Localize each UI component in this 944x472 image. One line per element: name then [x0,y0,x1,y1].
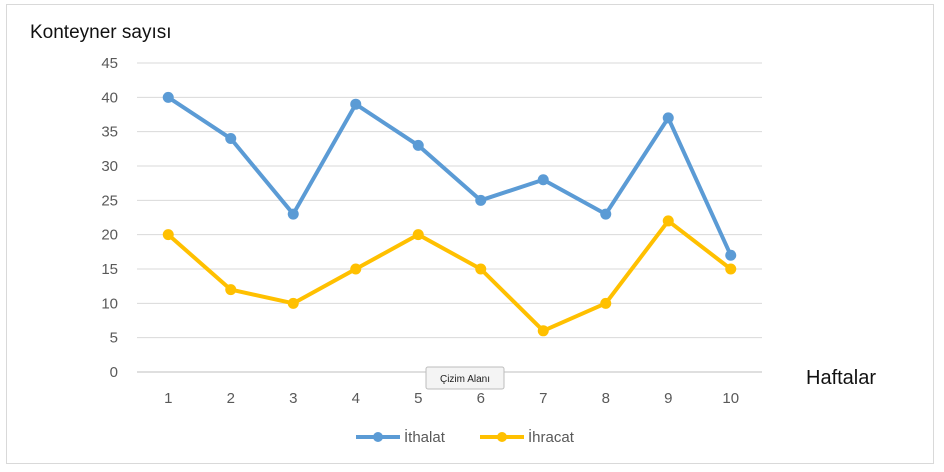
data-point [537,174,549,186]
series-line [166,218,733,333]
x-tick-label: 3 [289,390,297,407]
legend-label: İhracat [528,428,575,446]
y-tick-labels: 0 5 10 15 20 25 30 35 40 45 [101,55,118,381]
data-point [662,112,674,124]
y-tick-label: 40 [101,89,118,106]
data-point [412,139,424,151]
x-tick-label: 10 [722,390,739,407]
x-tick-label: 7 [539,390,547,407]
data-point [600,208,612,220]
y-tick-label: 25 [101,192,118,209]
y-tick-label: 45 [101,55,118,72]
legend-label: İthalat [404,428,446,446]
data-point [662,215,674,227]
data-point [475,263,487,275]
x-tick-label: 2 [227,390,235,407]
x-tick-label: 5 [414,390,422,407]
x-tick-label: 8 [602,390,610,407]
x-tick-label: 9 [664,390,672,407]
data-point [162,229,174,241]
data-point [350,263,362,275]
data-point [412,229,424,241]
tooltip-text: Çizim Alanı [440,374,490,385]
data-point [225,133,237,145]
y-tick-label: 10 [101,295,118,312]
data-point [537,325,549,337]
y-tick-label: 20 [101,227,118,244]
data-point [287,208,299,220]
data-point [725,263,737,275]
y-tick-label: 35 [101,124,118,141]
x-axis-label: Haftalar [806,367,876,389]
y-tick-label: 30 [101,158,118,175]
legend-swatch-marker [497,432,507,442]
data-point [287,297,299,309]
series-line [166,95,733,258]
y-tick-label: 0 [110,364,118,381]
legend-swatch-marker [373,432,383,442]
data-point [350,98,362,110]
data-point [475,194,487,206]
plot-area-tooltip: Çizim Alanı [425,366,505,390]
x-tick-label: 1 [164,390,172,407]
legend: İthalat İhracat [356,428,575,446]
data-point [162,91,174,103]
series-layer [162,91,737,337]
data-point [725,249,737,261]
y-axis-label: Konteyner sayısı [30,22,172,43]
y-tick-label: 5 [110,330,118,347]
data-point [600,297,612,309]
x-tick-labels: 1 2 3 4 5 6 7 8 9 10 [164,390,739,407]
x-tick-label: 6 [477,390,485,407]
gridlines [137,62,762,373]
y-tick-label: 15 [101,261,118,278]
x-tick-label: 4 [352,390,360,407]
data-point [225,284,237,296]
